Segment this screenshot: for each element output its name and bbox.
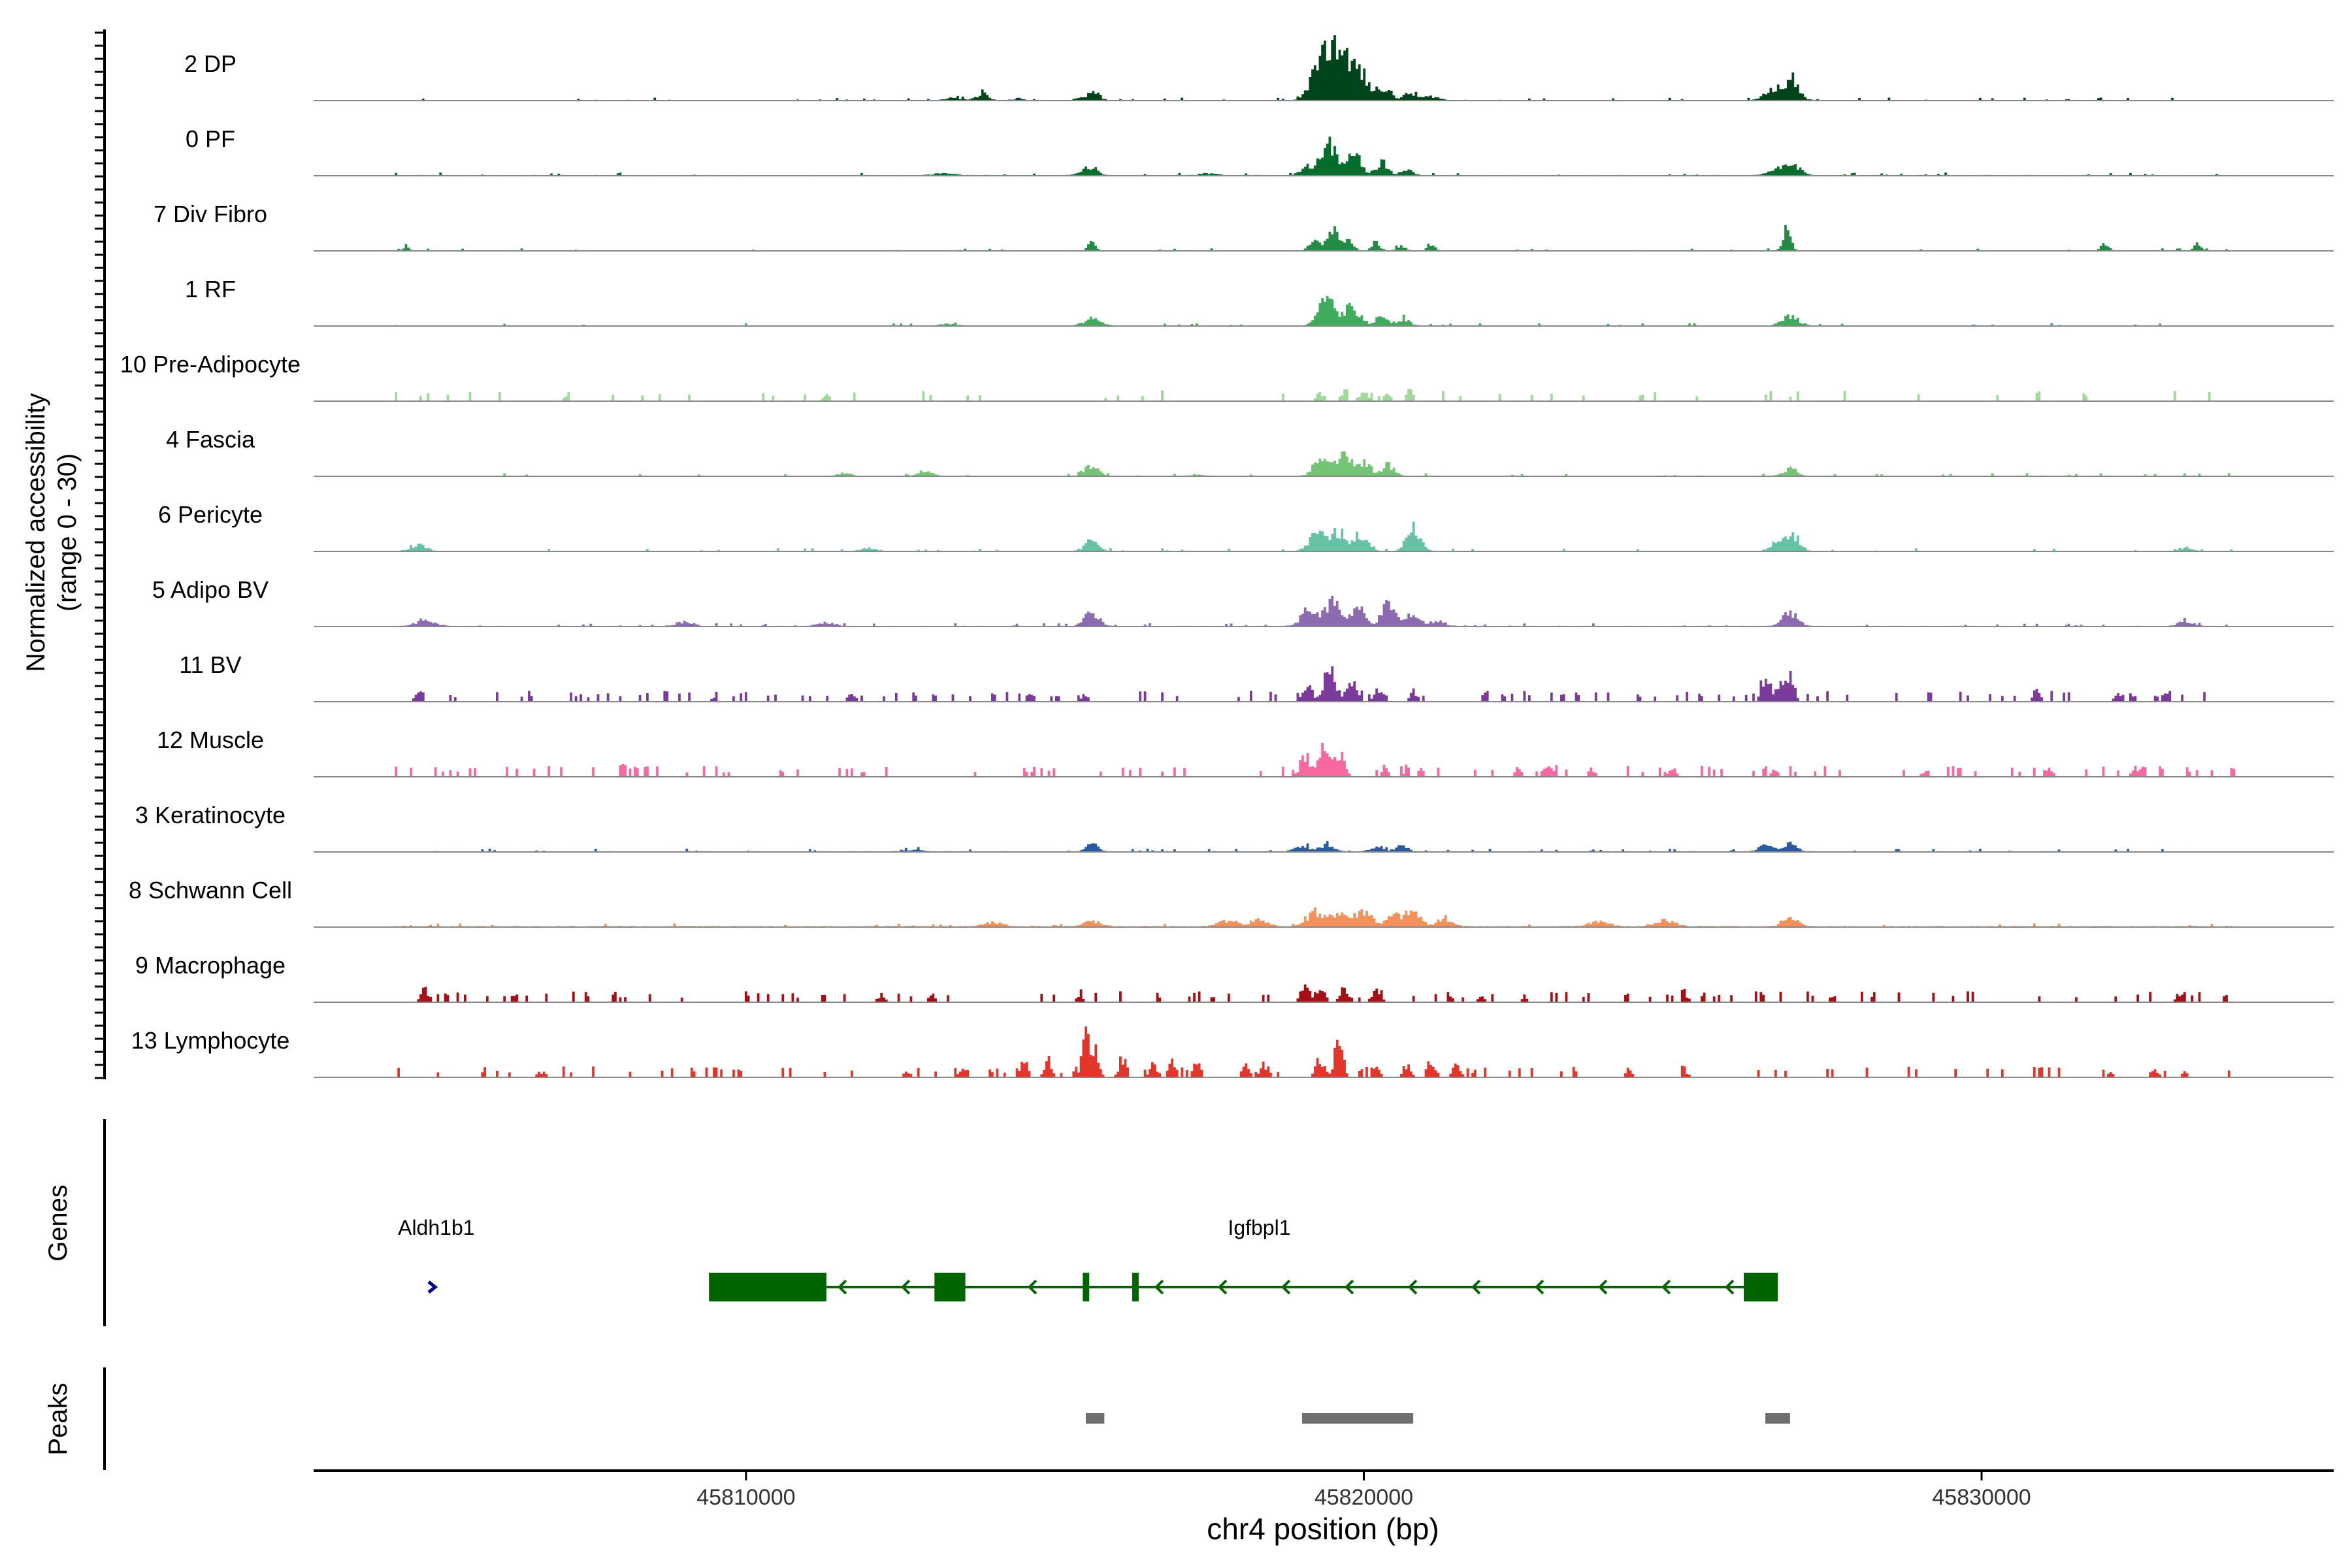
strand-arrow-icon: [1534, 1279, 1544, 1295]
track-label: 12 Muscle: [157, 727, 264, 753]
strand-arrow-icon: [900, 1279, 911, 1295]
coverage-area: [314, 666, 2334, 702]
gene-1: Igfbpl1: [709, 1216, 1778, 1301]
track-label: 6 Pericyte: [158, 501, 263, 528]
track-1: 0 PF: [186, 125, 2334, 176]
coverage-area: [314, 595, 2334, 627]
gene-label: Igfbpl1: [1228, 1216, 1290, 1239]
coverage-area: [314, 35, 2334, 101]
peak-region-1: [1301, 1413, 1414, 1424]
x-axis-title: chr4 position (bp): [1207, 1512, 1439, 1546]
track-label: 3 Keratinocyte: [135, 802, 286, 828]
strand-arrow-icon: [1217, 1279, 1228, 1295]
gene-label: Aldh1b1: [398, 1216, 474, 1239]
strand-arrow-icon: [1661, 1279, 1671, 1295]
peak-region-2: [1765, 1413, 1790, 1424]
coverage-tracks: 2 DP 0 PF 7 Div Fibro 1 RF 10 Pre-Adipocyte 4…: [120, 35, 2334, 1078]
track-label: 2 DP: [184, 50, 237, 77]
coverage-area: [314, 984, 2334, 1002]
track-6: 6 Pericyte: [158, 501, 2334, 552]
coverage-y-ticks: [95, 31, 105, 1079]
coverage-area: [314, 225, 2334, 251]
strand-arrow-icon: [1471, 1279, 1481, 1295]
track-5: 4 Fascia: [166, 426, 2334, 477]
strand-arrow-icon: [1597, 1279, 1608, 1295]
track-label: 13 Lymphocyte: [131, 1027, 290, 1054]
peak-region-0: [1085, 1413, 1105, 1424]
coverage-area: [314, 389, 2334, 401]
strand-arrow-icon: [1027, 1279, 1037, 1295]
gene-0: Aldh1b1: [398, 1216, 475, 1294]
x-tick-label-0: 45810000: [696, 1485, 795, 1510]
track-11: 8 Schwann Cell: [129, 877, 2334, 928]
peaks-axis-title: Peaks: [44, 1382, 73, 1455]
strand-arrow-icon: [1281, 1279, 1291, 1295]
track-7: 5 Adipo BV: [152, 576, 2334, 627]
y-axis-title: Normalized accessibility: [22, 393, 50, 672]
y-axis-subtitle: (range 0 - 30): [53, 453, 82, 612]
track-10: 3 Keratinocyte: [135, 802, 2334, 853]
coverage-area: [314, 743, 2334, 777]
track-label: 10 Pre-Adipocyte: [120, 351, 301, 378]
genes-panel: Genes Aldh1b1 Igfbpl1: [44, 1119, 1778, 1326]
coverage-area: [314, 1026, 2334, 1077]
track-label: 9 Macrophage: [135, 952, 286, 979]
track-2: 7 Div Fibro: [154, 201, 2334, 252]
genes-axis-title: Genes: [44, 1184, 73, 1262]
strand-arrow-icon: [837, 1279, 847, 1295]
exon-1: [934, 1273, 966, 1301]
gene-models: Aldh1b1 Igfbpl1: [398, 1216, 1778, 1301]
strand-arrow-icon: [1407, 1279, 1418, 1295]
exon-4: [1743, 1273, 1778, 1301]
track-label: 5 Adipo BV: [152, 576, 269, 603]
track-label: 11 BV: [179, 651, 241, 678]
peak-regions: [1085, 1413, 1790, 1424]
track-9: 12 Muscle: [157, 727, 2334, 777]
coverage-panel: Normalized accessibility (range 0 - 30) …: [22, 29, 2334, 1079]
x-tick-label-2: 45830000: [1932, 1485, 2031, 1510]
x-tick-label-1: 45820000: [1315, 1485, 1413, 1510]
track-label: 0 PF: [186, 125, 235, 152]
peaks-panel: Peaks: [44, 1367, 1790, 1470]
track-0: 2 DP: [184, 35, 2334, 101]
exon-3: [1132, 1273, 1139, 1301]
coverage-area: [314, 137, 2334, 176]
x-axis-ticks: 45810000 45820000 45830000: [696, 1471, 2031, 1510]
coverage-area: [314, 841, 2334, 852]
exon-2: [1083, 1273, 1090, 1301]
x-axis: 45810000 45820000 45830000 chr4 position (…: [314, 1469, 2334, 1546]
track-4: 10 Pre-Adipocyte: [120, 351, 2334, 402]
track-8: 11 BV: [179, 651, 2334, 702]
track-label: 4 Fascia: [166, 426, 255, 453]
track-12: 9 Macrophage: [135, 952, 2334, 1003]
coverage-area: [314, 451, 2334, 476]
strand-arrow-icon: [1344, 1279, 1354, 1295]
coverage-area: [314, 295, 2334, 326]
track-13: 13 Lymphocyte: [131, 1026, 2334, 1078]
track-label: 8 Schwann Cell: [129, 877, 292, 904]
strand-arrow-icon: [1724, 1279, 1735, 1295]
track-label: 7 Div Fibro: [154, 201, 267, 227]
coverage-area: [314, 907, 2334, 927]
track-label: 1 RF: [185, 276, 236, 302]
strand-arrow-icon: [1154, 1279, 1164, 1295]
exon-0: [709, 1273, 826, 1301]
coverage-area: [314, 521, 2334, 551]
strand-arrow-icon: [427, 1281, 438, 1294]
track-3: 1 RF: [185, 276, 2334, 327]
